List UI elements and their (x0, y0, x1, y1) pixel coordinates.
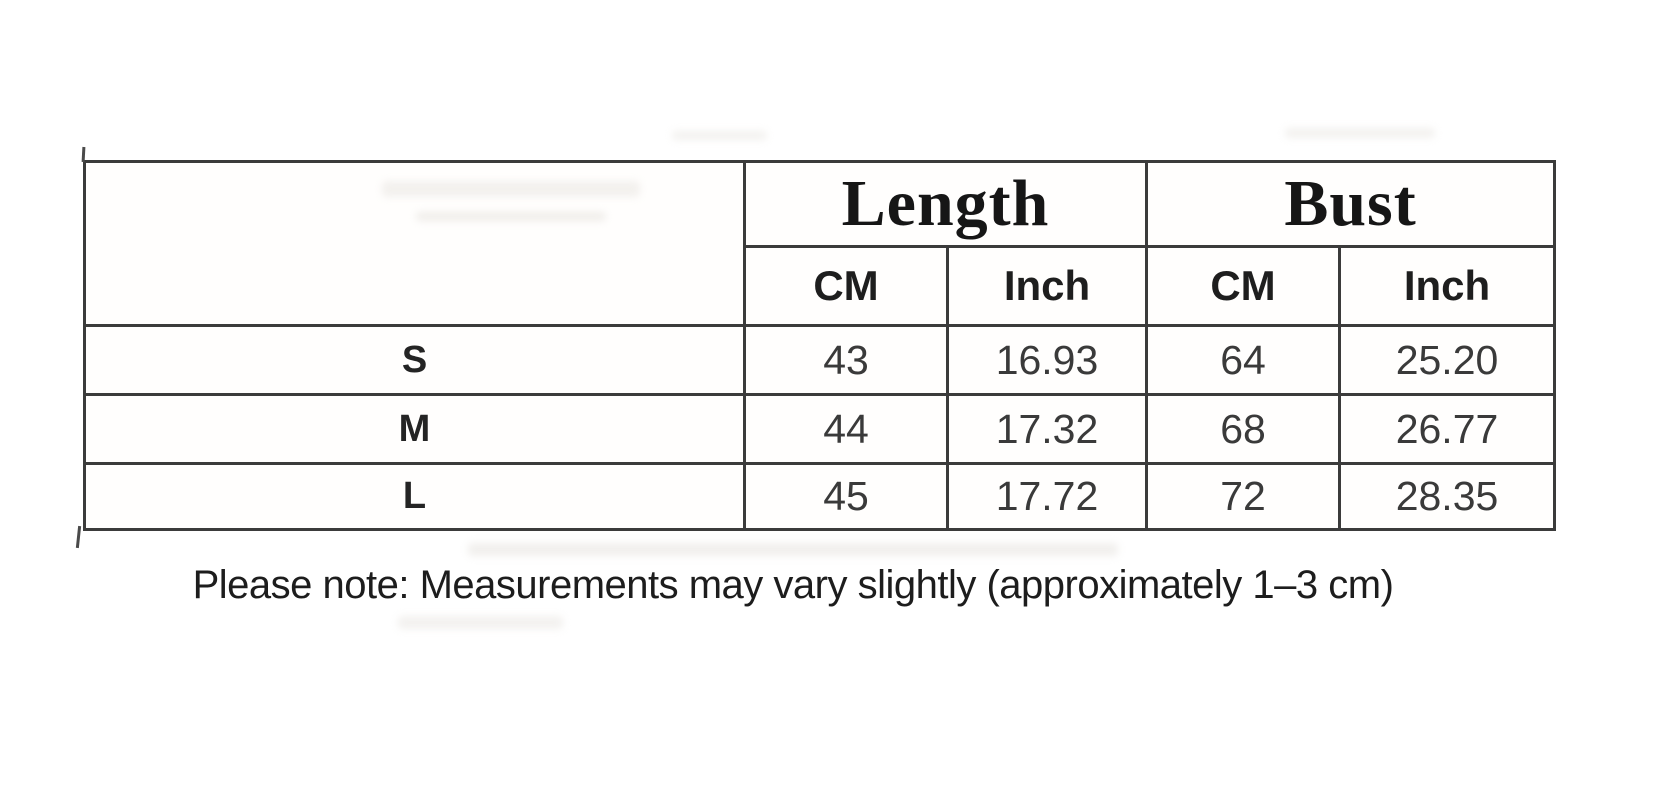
unit-header-row: CM Inch CM Inch (85, 245, 1557, 327)
size-chart-table: Length Bust CM Inch CM Inch S 43 16.93 6… (83, 160, 1557, 531)
corner-cell (83, 160, 746, 327)
erased-text-artifact (382, 181, 640, 197)
measurement-note: Please note: Measurements may vary sligh… (192, 563, 1394, 607)
size-label: S (83, 324, 746, 396)
erased-text-artifact (672, 131, 767, 140)
value-cell: 72 (1145, 462, 1341, 531)
unit-header-length-inch: Inch (946, 245, 1148, 327)
group-header-row: Length Bust (83, 160, 1557, 327)
erased-text-artifact (468, 543, 1118, 556)
value-cell: 25.20 (1337, 324, 1557, 396)
table-row-m: M 44 17.32 68 26.77 (83, 393, 1557, 465)
erased-text-artifact (1285, 128, 1435, 138)
erased-text-artifact (398, 616, 563, 629)
value-cell: 43 (743, 324, 949, 396)
value-cell: 45 (743, 462, 949, 531)
unit-header-bust-inch: Inch (1337, 245, 1557, 327)
value-cell: 28.35 (1337, 462, 1557, 531)
unit-header-bust-cm: CM (1145, 245, 1341, 327)
size-label: M (83, 393, 746, 465)
length-header: Length (743, 160, 1148, 248)
table-row-s: S 43 16.93 64 25.20 (83, 324, 1557, 396)
size-label: L (83, 462, 746, 531)
value-cell: 26.77 (1337, 393, 1557, 465)
value-cell: 68 (1145, 393, 1341, 465)
unit-header-length-cm: CM (743, 245, 949, 327)
bust-header: Bust (1144, 160, 1557, 248)
border-overhang-artifact (75, 525, 82, 549)
value-cell: 64 (1145, 324, 1341, 396)
value-cell: 17.32 (946, 393, 1148, 465)
table-row-l: L 45 17.72 72 28.35 (83, 462, 1557, 531)
value-cell: 44 (743, 393, 949, 465)
erased-text-artifact (416, 212, 606, 221)
value-cell: 17.72 (946, 462, 1148, 531)
value-cell: 16.93 (946, 324, 1148, 396)
